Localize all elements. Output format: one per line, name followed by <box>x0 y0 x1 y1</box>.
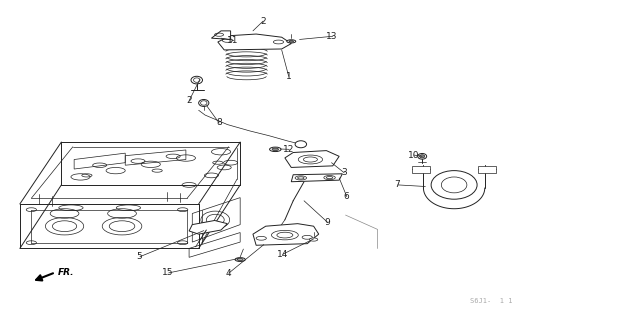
Text: 14: 14 <box>276 250 288 259</box>
Text: 9: 9 <box>324 218 330 227</box>
Ellipse shape <box>237 258 243 261</box>
Text: 15: 15 <box>163 268 174 278</box>
Text: S6J1-  1 1: S6J1- 1 1 <box>470 298 513 304</box>
Ellipse shape <box>287 40 296 43</box>
Text: 13: 13 <box>326 32 338 41</box>
Ellipse shape <box>420 155 425 158</box>
Text: 12: 12 <box>283 145 294 154</box>
Ellipse shape <box>303 157 317 162</box>
Text: 7: 7 <box>395 181 401 189</box>
Ellipse shape <box>272 148 278 151</box>
Ellipse shape <box>289 41 294 42</box>
Ellipse shape <box>191 76 202 84</box>
Ellipse shape <box>302 235 312 239</box>
Ellipse shape <box>310 238 318 241</box>
Text: FR.: FR. <box>58 268 75 278</box>
Polygon shape <box>189 220 227 234</box>
Polygon shape <box>291 174 342 182</box>
Text: 5: 5 <box>137 252 143 261</box>
Polygon shape <box>218 34 291 50</box>
Text: 10: 10 <box>408 151 419 160</box>
Text: 3: 3 <box>341 168 347 177</box>
Ellipse shape <box>418 153 427 159</box>
Polygon shape <box>211 31 230 40</box>
Ellipse shape <box>200 101 207 105</box>
Polygon shape <box>478 167 496 173</box>
Text: 8: 8 <box>216 118 221 128</box>
Polygon shape <box>412 167 430 173</box>
Ellipse shape <box>269 147 281 152</box>
Text: 2: 2 <box>186 96 191 105</box>
Ellipse shape <box>442 177 467 193</box>
Text: 1: 1 <box>285 72 291 81</box>
Text: 4: 4 <box>225 269 231 278</box>
Ellipse shape <box>431 171 477 199</box>
Ellipse shape <box>193 78 200 82</box>
Ellipse shape <box>298 177 304 179</box>
Ellipse shape <box>198 100 209 107</box>
Ellipse shape <box>295 141 307 148</box>
Ellipse shape <box>256 236 266 240</box>
Text: 11: 11 <box>227 36 239 45</box>
Polygon shape <box>253 224 319 245</box>
Ellipse shape <box>326 176 333 179</box>
Ellipse shape <box>235 258 245 262</box>
Text: 6: 6 <box>344 192 349 201</box>
Text: 2: 2 <box>260 17 266 26</box>
Polygon shape <box>285 151 339 167</box>
